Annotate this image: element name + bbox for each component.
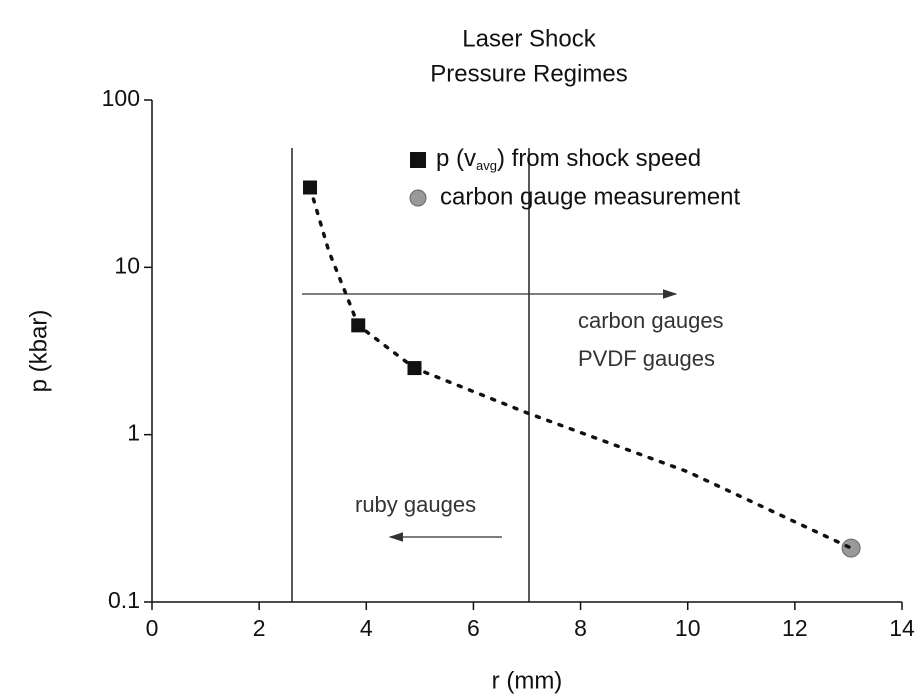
annotation: carbon gauges xyxy=(578,308,724,333)
legend-label-part: p (v xyxy=(436,145,476,172)
x-axis-label: r (mm) xyxy=(492,667,563,694)
legend-marker xyxy=(409,189,427,207)
x-tick-label: 10 xyxy=(675,615,701,641)
fit-curve xyxy=(308,185,853,550)
legend-label: p (vavg) from shock speed xyxy=(436,145,701,173)
y-tick-label: 1 xyxy=(127,420,140,446)
x-tick-label: 6 xyxy=(467,615,480,641)
y-tick-label: 100 xyxy=(102,85,140,111)
y-tick-label: 0.1 xyxy=(108,587,140,613)
x-tick-label: 2 xyxy=(253,615,266,641)
x-tick-label: 0 xyxy=(146,615,159,641)
x-tick-label: 14 xyxy=(889,615,915,641)
x-tick-label: 12 xyxy=(782,615,808,641)
legend-label-part: ) from shock speed xyxy=(497,145,701,172)
legend-marker xyxy=(410,152,426,168)
legend-label-part: avg xyxy=(476,158,497,173)
y-axis-label: p (kbar) xyxy=(25,310,52,393)
x-tick-label: 4 xyxy=(360,615,373,641)
annotation: ruby gauges xyxy=(355,492,476,517)
annotation: PVDF gauges xyxy=(578,346,715,371)
y-tick-label: 10 xyxy=(114,252,140,278)
chart-title: Laser Shock xyxy=(462,25,596,52)
chart-title: Pressure Regimes xyxy=(430,60,627,87)
data-point xyxy=(841,538,861,558)
x-tick-label: 8 xyxy=(574,615,587,641)
legend-label: carbon gauge measurement xyxy=(440,183,741,210)
